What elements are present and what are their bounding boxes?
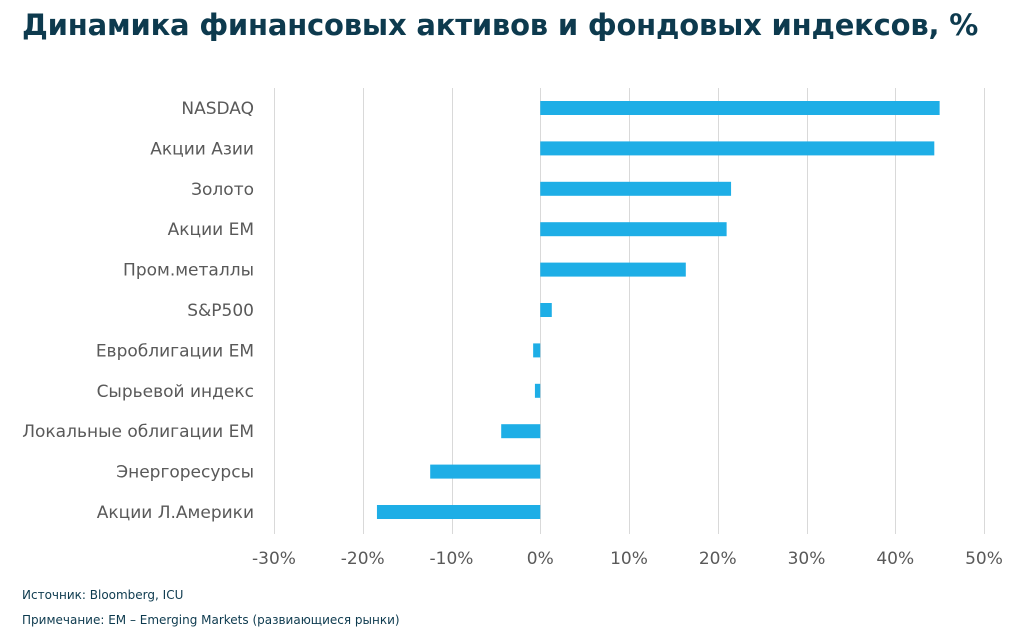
category-label: Сырьевой индекс	[97, 382, 254, 402]
footnote: Примечание: EM – Emerging Markets (разви…	[22, 613, 400, 627]
bar	[430, 464, 541, 479]
x-tick-label: 30%	[788, 549, 826, 569]
x-tick-label: 20%	[699, 549, 737, 569]
x-tick-label: -30%	[252, 549, 296, 569]
bar	[540, 141, 935, 156]
bars	[376, 101, 940, 519]
x-tick-label: 0%	[527, 549, 554, 569]
bar	[533, 343, 541, 358]
x-tick-label: 40%	[876, 549, 914, 569]
bar	[540, 303, 552, 317]
category-label: Евроблигации ЕМ	[96, 341, 254, 361]
category-label: Локальные облигации ЕМ	[22, 422, 254, 442]
category-label: Акции Азии	[150, 139, 254, 159]
bar	[540, 262, 686, 277]
chart-title: Динамика финансовых активов и фондовых и…	[22, 8, 979, 42]
category-label: Золото	[191, 180, 254, 200]
category-label: NASDAQ	[181, 99, 254, 119]
x-tick-label: -10%	[430, 549, 474, 569]
category-label: S&P500	[187, 301, 254, 321]
category-label: Пром.металлы	[123, 261, 254, 281]
bar-chart: NASDAQ Акции Азии Золото Акции ЕМ Пром.метал…	[22, 88, 1003, 569]
bar	[540, 181, 732, 196]
category-label: Энергоресурсы	[116, 463, 254, 483]
x-tick-label: -20%	[341, 549, 385, 569]
source-note: Источник: Bloomberg, ICU	[22, 588, 184, 602]
bar	[540, 222, 727, 237]
x-axis-tick-labels: -30% -20% -10% 0% 10% 20% 30% 40% 50%	[252, 549, 1003, 569]
category-label: Акции Л.Америки	[97, 503, 254, 523]
bar	[540, 101, 940, 115]
bar	[534, 383, 541, 398]
bar	[501, 424, 541, 439]
category-label: Акции ЕМ	[168, 220, 254, 240]
bar	[376, 505, 541, 519]
x-tick-label: 50%	[965, 549, 1003, 569]
grid-lines	[274, 88, 985, 534]
category-labels: NASDAQ Акции Азии Золото Акции ЕМ Пром.метал…	[22, 99, 254, 523]
x-tick-label: 10%	[610, 549, 648, 569]
